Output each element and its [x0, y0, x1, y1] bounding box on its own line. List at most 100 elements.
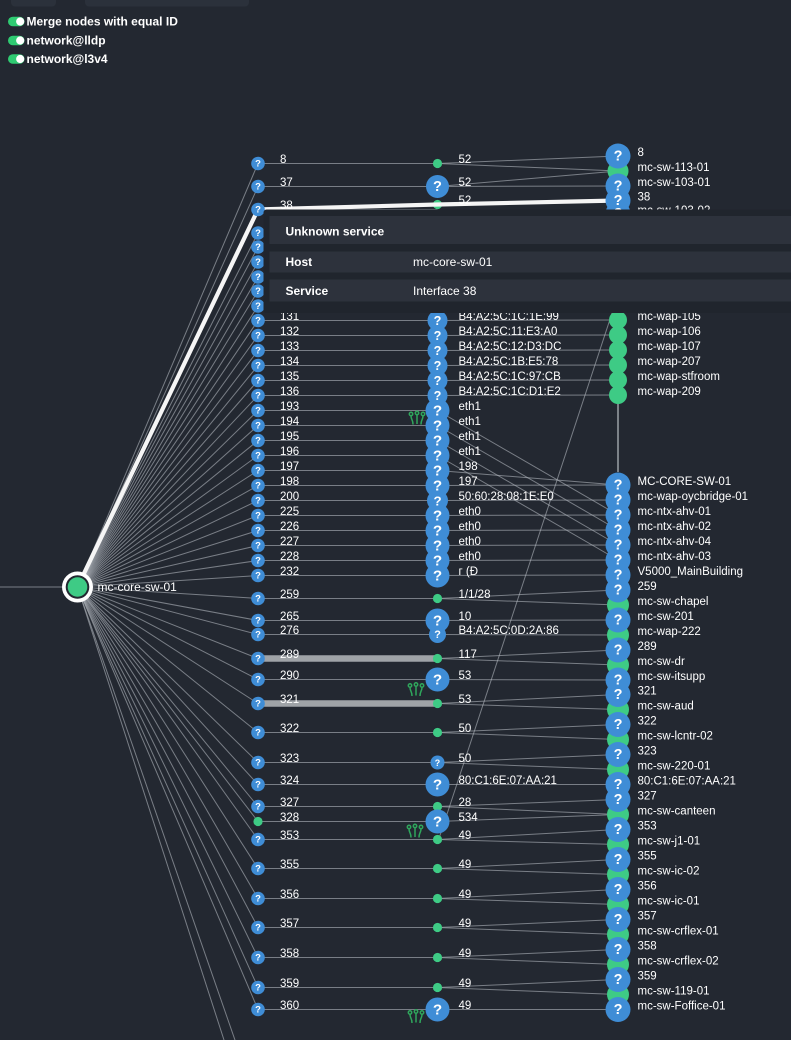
- svg-text:?: ?: [433, 463, 442, 480]
- svg-text:mc-wap-107: mc-wap-107: [638, 341, 701, 353]
- svg-text:195: 195: [280, 431, 299, 443]
- svg-text:?: ?: [434, 329, 442, 343]
- svg-text:265: 265: [280, 611, 299, 623]
- svg-text:г (Đ: г (Đ: [459, 566, 479, 578]
- svg-text:358: 358: [280, 948, 299, 960]
- svg-text:?: ?: [255, 391, 261, 402]
- svg-text:353: 353: [280, 830, 299, 842]
- svg-text:?: ?: [614, 493, 623, 509]
- svg-text:mc-wap-106: mc-wap-106: [638, 326, 701, 338]
- svg-text:mc-wap-oycbridge-01: mc-wap-oycbridge-01: [638, 491, 749, 503]
- svg-text:?: ?: [433, 568, 442, 585]
- svg-text:?: ?: [255, 182, 261, 193]
- svg-text:?: ?: [255, 758, 261, 769]
- svg-text:?: ?: [255, 376, 261, 387]
- svg-text:B4:A2:5C:11:E3:A0: B4:A2:5C:11:E3:A0: [459, 326, 558, 338]
- svg-text:198: 198: [280, 476, 299, 488]
- svg-text:226: 226: [280, 521, 299, 533]
- svg-text:?: ?: [614, 972, 623, 988]
- svg-text:?: ?: [433, 433, 442, 450]
- svg-text:mc-ntx-ahv-04: mc-ntx-ahv-04: [638, 536, 712, 548]
- svg-text:?: ?: [255, 511, 261, 522]
- svg-text:mc-core-sw-01: mc-core-sw-01: [98, 580, 178, 594]
- svg-text:?: ?: [255, 780, 261, 791]
- svg-text:?: ?: [255, 205, 261, 216]
- svg-text:323: 323: [280, 753, 299, 765]
- svg-text:?: ?: [614, 792, 623, 808]
- svg-text:?: ?: [614, 193, 623, 209]
- svg-text:?: ?: [255, 983, 261, 994]
- svg-text:?: ?: [433, 1002, 442, 1019]
- svg-text:198: 198: [459, 461, 478, 473]
- svg-text:Merge nodes with equal ID: Merge nodes with equal ID: [27, 15, 179, 29]
- svg-text:?: ?: [434, 359, 442, 373]
- svg-text:Unknown service: Unknown service: [286, 225, 385, 239]
- svg-text:?: ?: [614, 478, 623, 494]
- svg-text:355: 355: [280, 859, 299, 871]
- svg-text:80:C1:6E:07:AA:21: 80:C1:6E:07:AA:21: [638, 776, 736, 788]
- svg-text:53: 53: [459, 694, 472, 706]
- svg-text:355: 355: [638, 851, 657, 863]
- svg-text:?: ?: [255, 451, 261, 462]
- svg-text:?: ?: [433, 418, 442, 435]
- svg-text:?: ?: [255, 496, 261, 507]
- svg-text:?: ?: [614, 538, 623, 554]
- svg-text:?: ?: [255, 331, 261, 342]
- svg-text:?: ?: [614, 687, 623, 703]
- svg-text:network@lldp: network@lldp: [27, 34, 106, 48]
- svg-text:534: 534: [459, 812, 479, 824]
- svg-text:mc-sw-201: mc-sw-201: [638, 611, 694, 623]
- svg-text:?: ?: [255, 864, 261, 875]
- svg-text:?: ?: [614, 942, 623, 958]
- svg-text:52: 52: [459, 195, 472, 207]
- svg-text:?: ?: [255, 159, 261, 170]
- svg-text:?: ?: [255, 466, 261, 477]
- svg-text:?: ?: [614, 717, 623, 733]
- svg-text:259: 259: [280, 589, 299, 601]
- svg-text:28: 28: [459, 797, 472, 809]
- svg-text:196: 196: [280, 446, 299, 458]
- svg-text:359: 359: [280, 978, 299, 990]
- svg-text:?: ?: [434, 629, 441, 641]
- svg-text:225: 225: [280, 506, 299, 518]
- svg-text:?: ?: [433, 672, 442, 689]
- svg-text:?: ?: [255, 571, 261, 582]
- svg-text:?: ?: [255, 556, 261, 567]
- svg-text:?: ?: [614, 673, 623, 689]
- svg-text:B4:A2:5C:12:D3:DC: B4:A2:5C:12:D3:DC: [459, 341, 562, 353]
- svg-text:?: ?: [255, 699, 261, 710]
- svg-text:mc-sw-canteen: mc-sw-canteen: [638, 806, 716, 818]
- svg-text:353: 353: [638, 821, 657, 833]
- svg-text:276: 276: [280, 625, 299, 637]
- svg-text:327: 327: [638, 791, 657, 803]
- svg-text:mc-sw-dr: mc-sw-dr: [638, 656, 685, 668]
- svg-text:mc-sw-103-01: mc-sw-103-01: [638, 177, 711, 189]
- svg-text:mc-sw-220-01: mc-sw-220-01: [638, 761, 711, 773]
- svg-text:324: 324: [280, 775, 300, 787]
- svg-text:322: 322: [280, 723, 299, 735]
- svg-text:B4:A2:5C:1B:E5:78: B4:A2:5C:1B:E5:78: [459, 356, 559, 368]
- svg-text:8: 8: [280, 154, 286, 166]
- svg-text:?: ?: [433, 508, 442, 525]
- svg-text:mc-sw-aud: mc-sw-aud: [638, 701, 694, 713]
- svg-text:321: 321: [280, 694, 299, 706]
- svg-text:?: ?: [255, 894, 261, 905]
- svg-text:134: 134: [280, 356, 300, 368]
- svg-text:?: ?: [255, 228, 261, 239]
- svg-text:eth1: eth1: [459, 416, 481, 428]
- svg-text:322: 322: [638, 716, 657, 728]
- svg-text:?: ?: [614, 1002, 623, 1018]
- svg-text:38: 38: [280, 200, 293, 212]
- svg-text:eth0: eth0: [459, 536, 481, 548]
- svg-text:?: ?: [614, 508, 623, 524]
- svg-text:80:C1:6E:07:AA:21: 80:C1:6E:07:AA:21: [459, 775, 557, 787]
- svg-text:eth0: eth0: [459, 551, 481, 563]
- svg-text:mc-sw-ic-01: mc-sw-ic-01: [638, 896, 700, 908]
- svg-text:328: 328: [280, 812, 299, 824]
- svg-text:?: ?: [434, 389, 442, 403]
- svg-text:?: ?: [614, 643, 623, 659]
- svg-text:mc-wap-105: mc-wap-105: [638, 311, 701, 323]
- svg-text:197: 197: [459, 476, 478, 488]
- svg-text:?: ?: [614, 179, 623, 195]
- svg-text:38: 38: [638, 192, 651, 204]
